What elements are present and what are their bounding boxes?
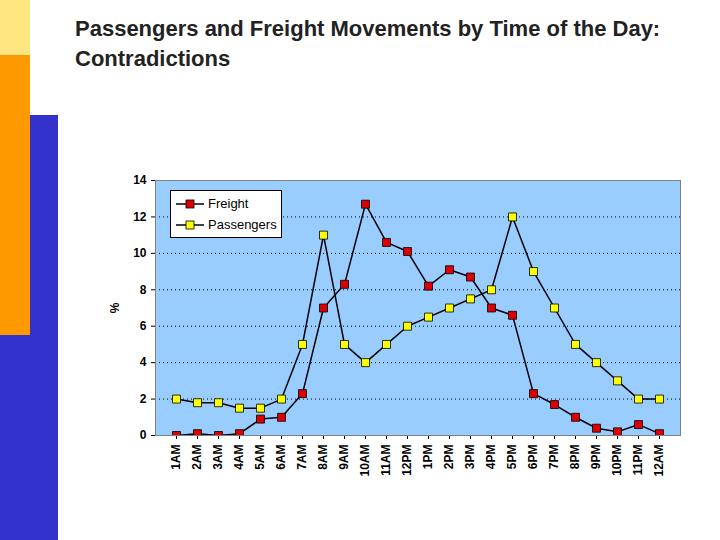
svg-text:7AM: 7AM (295, 445, 309, 470)
svg-text:9AM: 9AM (337, 445, 351, 470)
svg-text:12PM: 12PM (400, 445, 414, 476)
html-text:Freight: Freight (208, 196, 249, 211)
svg-text:8PM: 8PM (568, 445, 582, 470)
svg-text:6AM: 6AM (274, 445, 288, 470)
svg-text:0: 0 (140, 428, 147, 442)
svg-text:7PM: 7PM (547, 445, 561, 470)
svg-text:2: 2 (140, 392, 147, 406)
svg-text:11AM: 11AM (379, 445, 393, 476)
svg-text:1PM: 1PM (421, 445, 435, 470)
svg-text:11PM: 11PM (631, 444, 645, 475)
svg-text:2AM: 2AM (190, 445, 204, 470)
svg-text:10AM: 10AM (358, 445, 372, 477)
html-text:Passengers and Freight Movemen: Passengers and Freight Movements by Time… (75, 16, 661, 71)
svg-text:1AM: 1AM (169, 445, 183, 470)
svg-text:6: 6 (140, 319, 147, 333)
svg-text:8AM: 8AM (316, 445, 330, 470)
svg-text:8: 8 (140, 283, 147, 297)
html-text:Passengers: Passengers (208, 217, 277, 232)
svg-text:6PM: 6PM (526, 445, 540, 470)
svg-text:3AM: 3AM (211, 445, 225, 470)
svg-text:4: 4 (140, 355, 147, 369)
svg-text:2PM: 2PM (442, 445, 456, 470)
svg-text:4AM: 4AM (232, 445, 246, 470)
svg-text:12: 12 (133, 210, 147, 224)
svg-text:%: % (108, 302, 122, 313)
svg-text:10: 10 (133, 246, 147, 260)
svg-text:5PM: 5PM (505, 445, 519, 470)
svg-text:4PM: 4PM (484, 445, 498, 470)
svg-text:10PM: 10PM (610, 445, 624, 476)
svg-text:5AM: 5AM (253, 445, 267, 470)
svg-text:3PM: 3PM (463, 445, 477, 470)
svg-text:12AM: 12AM (652, 445, 666, 477)
svg-text:9PM: 9PM (589, 445, 603, 470)
svg-text:14: 14 (133, 173, 147, 187)
